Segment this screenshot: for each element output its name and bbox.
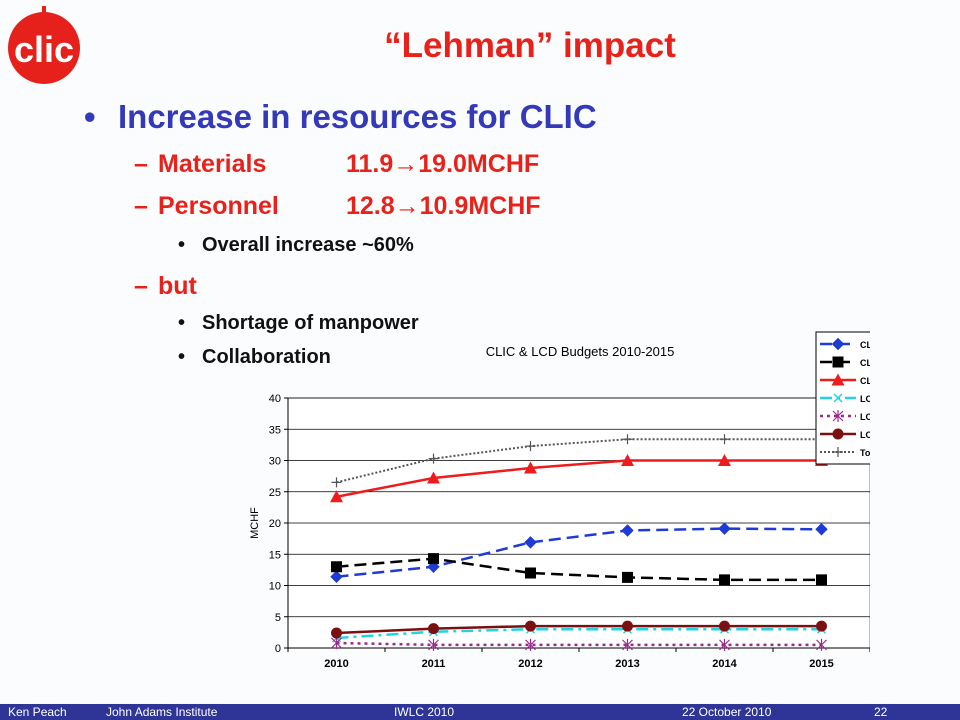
legend-marker-total — [833, 447, 843, 457]
legend-label-clic-personnel: CLIC: Personnel — [860, 358, 870, 368]
y-tick-label: 15 — [269, 549, 281, 561]
data-point-clic-total — [524, 461, 537, 474]
series-line-total — [336, 438, 822, 484]
x-tick-label: 2012 — [518, 658, 542, 670]
x-tick-label: 2010 — [324, 658, 348, 670]
x-tick-label: 2015 — [809, 658, 833, 670]
data-point-total — [428, 453, 439, 464]
y-tick-label: 40 — [269, 393, 281, 405]
overall-text: Overall increase ~60% — [202, 234, 414, 256]
materials-label: Materials — [158, 150, 267, 178]
bullet-dot-icon: • — [178, 346, 186, 368]
dash-icon: – — [134, 150, 148, 178]
footer-date: 22 October 2010 — [682, 705, 772, 719]
legend-label-lcd-personnel: LCD:Personnel — [860, 394, 870, 404]
legend-marker-clic-total — [831, 373, 845, 386]
legend-marker-lcd-materials — [832, 410, 844, 422]
materials-value: 11.9→19.0MCHF — [346, 150, 540, 178]
data-point-clic-personnel — [719, 574, 730, 586]
data-point-total — [331, 477, 342, 488]
data-point-lcd-total — [719, 620, 730, 632]
budget-chart: CLIC & LCD Budgets 2010-2015 0 5 10 15 20 25 30… — [249, 331, 870, 670]
data-point-clic-personnel — [525, 567, 536, 579]
bullet-dot-icon: • — [178, 234, 186, 256]
legend-label-lcd-materials: LCD: Materials — [860, 412, 870, 422]
legend-label-clic-total: CLIC: Total — [860, 376, 870, 386]
y-tick-label: 35 — [269, 424, 281, 436]
clic-logo: clic — [8, 6, 80, 84]
data-point-total — [525, 441, 536, 452]
svg-text:clic: clic — [14, 29, 74, 70]
data-point-lcd-total — [331, 627, 342, 639]
data-point-total — [622, 434, 633, 445]
footer-event: IWLC 2010 — [394, 705, 455, 719]
data-point-lcd-materials — [428, 638, 439, 651]
y-tick-label: 30 — [269, 456, 281, 468]
series-line-lcd-personnel — [336, 628, 822, 640]
data-point-clic-materials — [621, 524, 634, 537]
data-point-clic-materials — [524, 536, 537, 549]
data-point-lcd-total — [428, 623, 439, 635]
dash-icon: – — [134, 192, 148, 220]
bullet-dot-icon: • — [84, 98, 96, 135]
dash-icon: – — [134, 272, 148, 300]
shortage-text: Shortage of manpower — [202, 312, 419, 334]
data-point-clic-materials — [718, 522, 731, 535]
data-point-clic-personnel — [622, 571, 633, 583]
x-tick-label: 2014 — [712, 658, 737, 670]
y-tick-label: 0 — [275, 643, 281, 655]
data-point-lcd-total — [622, 620, 633, 632]
legend-marker-lcd-personnel — [833, 393, 843, 403]
y-tick-label: 25 — [269, 487, 281, 499]
slide-title: “Lehman” impact — [384, 26, 676, 65]
legend-marker-lcd-total — [832, 428, 844, 440]
y-axis-label: MCHF — [249, 507, 261, 539]
x-tick-label: 2011 — [422, 658, 446, 670]
data-point-lcd-materials — [816, 638, 827, 651]
data-point-lcd-materials — [622, 638, 633, 651]
bullet-main-text: Increase in resources for CLIC — [118, 98, 597, 135]
data-point-lcd-total — [525, 620, 536, 632]
series-line-clic-personnel — [336, 557, 822, 582]
footer-bar: Ken Peach John Adams Institute IWLC 2010… — [0, 704, 960, 720]
legend-marker-clic-personnel — [832, 356, 844, 368]
data-point-clic-personnel — [428, 553, 439, 565]
data-point-clic-total — [718, 454, 731, 466]
but-label: but — [158, 272, 197, 300]
data-point-lcd-materials — [525, 638, 536, 651]
legend-label-clic-materials: CLIC: Materials — [860, 340, 870, 350]
legend-marker-clic-materials — [831, 337, 845, 351]
series-line-lcd-total — [336, 624, 822, 635]
legend-label-total: Total — [860, 448, 870, 458]
data-point-clic-total — [427, 471, 440, 484]
data-point-lcd-materials — [331, 637, 342, 649]
bullet-dot-icon: • — [178, 312, 186, 334]
y-tick-label: 20 — [269, 518, 281, 530]
data-point-clic-materials — [815, 523, 828, 536]
data-point-clic-personnel — [816, 574, 827, 586]
x-tick-label: 2013 — [615, 658, 639, 670]
data-point-clic-materials — [330, 570, 343, 583]
footer-author: Ken Peach — [8, 705, 67, 719]
data-point-clic-personnel — [331, 561, 342, 573]
data-point-total — [719, 434, 730, 445]
footer-page: 22 — [874, 705, 888, 719]
series-line-clic-total — [336, 459, 822, 498]
chart-title: CLIC & LCD Budgets 2010-2015 — [486, 344, 675, 359]
legend-label-lcd-total: LCD: Total — [860, 430, 870, 440]
data-point-clic-total — [330, 490, 343, 503]
y-tick-label: 10 — [269, 581, 281, 593]
data-point-lcd-materials — [719, 638, 730, 651]
footer-institute: John Adams Institute — [106, 705, 218, 719]
data-point-lcd-total — [816, 620, 827, 632]
y-tick-label: 5 — [275, 612, 281, 624]
personnel-value: 12.8→10.9MCHF — [346, 192, 541, 220]
collaboration-text: Collaboration — [202, 346, 331, 368]
series-line-clic-materials — [336, 527, 822, 578]
personnel-label: Personnel — [158, 192, 279, 220]
data-point-clic-total — [621, 454, 634, 466]
